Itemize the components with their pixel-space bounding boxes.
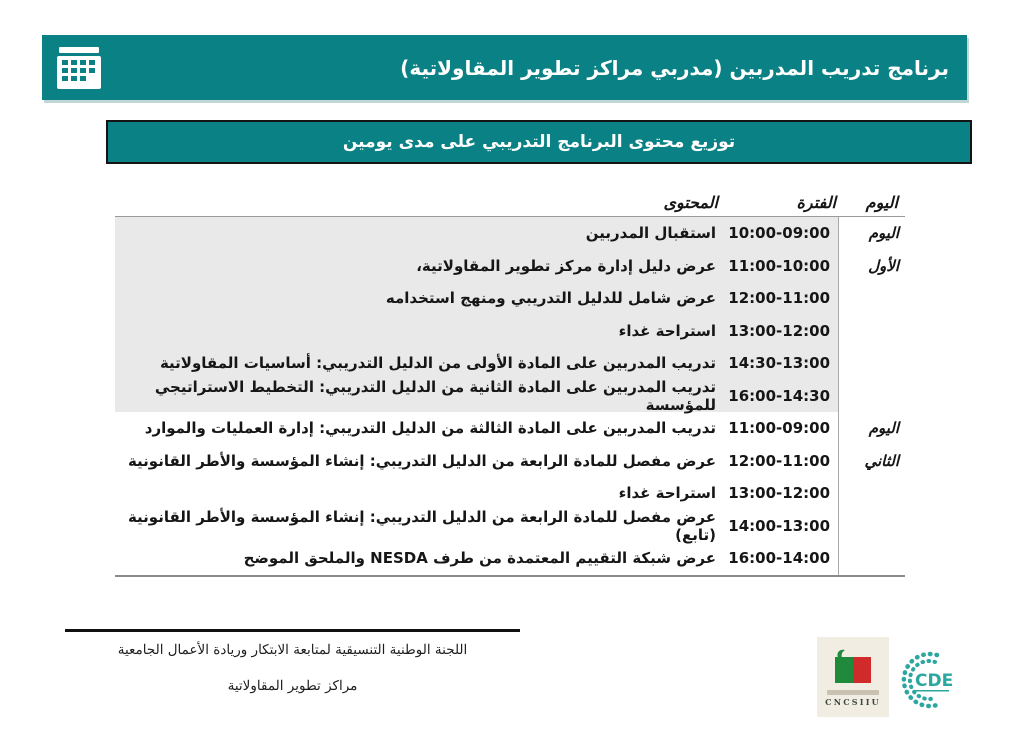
table-header-row: اليوم الفترة المحتوى [115, 188, 905, 217]
table-row: 14:30-13:00 تدريب المدربين على المادة ال… [115, 347, 905, 380]
footer-org-line1: اللجنة الوطنية التنسيقية لمتابعة الابتكا… [117, 642, 468, 658]
calendar-icon [55, 44, 105, 92]
period-cell: 13:00-12:00 [726, 314, 838, 347]
cde-label: CDE [915, 671, 953, 691]
content-cell: تدريب المدربين على المادة الثالثة من الد… [144, 419, 716, 438]
cncsiiu-logo: CNCSIIU [817, 637, 889, 717]
cncsiiu-flag-icon [835, 649, 871, 683]
period-cell: 16:00-14:30 [726, 379, 838, 412]
column-header-content: المحتوى [663, 192, 718, 212]
day-cell [838, 477, 905, 510]
table-row: الثاني 12:00-11:00 عرض مفصل للمادة الراب… [115, 444, 905, 477]
cncsiiu-label: CNCSIIU [825, 696, 881, 707]
day-cell [838, 282, 905, 315]
table-row: 14:00-13:00 عرض مفصل للمادة الرابعة من ا… [115, 507, 905, 544]
day-cell: الأول [838, 249, 905, 282]
day-cell: اليوم [838, 217, 905, 250]
table-row: 16:00-14:30 تدريب المدربين على المادة ال… [115, 378, 905, 414]
period-cell: 13:00-12:00 [728, 484, 830, 503]
day-cell [838, 347, 905, 380]
section-title: توزيع محتوى البرنامج التدريبي على مدى يو… [342, 132, 736, 152]
day-cell: اليوم [838, 412, 905, 445]
content-cell: عرض مفصل للمادة الرابعة من الدليل التدري… [127, 507, 716, 544]
cncsiiu-banner [827, 689, 879, 695]
content-cell: استراحة غداء [115, 314, 726, 347]
table-row: 16:00-14:00 عرض شبكة التقييم المعتمدة من… [115, 542, 905, 575]
day-cell [838, 542, 905, 575]
footer-divider [65, 629, 520, 632]
title-bar: برنامج تدريب المدربين (مدربي مراكز تطوير… [42, 35, 967, 100]
content-cell: عرض شبكة التقييم المعتمدة من طرف NESDA و… [243, 549, 716, 568]
footer-org-line2: مراكز تطوير المقاولاتية [227, 678, 358, 694]
content-cell: عرض دليل إدارة مركز تطوير المقاولاتية، [115, 249, 726, 282]
content-cell: عرض مفصل للمادة الرابعة من الدليل التدري… [127, 451, 716, 470]
day-cell: الثاني [838, 444, 905, 477]
schedule-table: اليوم الفترة المحتوى اليوم 10:00-09:00 ا… [115, 188, 905, 577]
period-cell: 12:00-11:00 [726, 282, 838, 315]
table-body: اليوم 10:00-09:00 استقبال المدربين الأول… [115, 217, 905, 577]
table-row: 13:00-12:00 استراحة غداء [115, 314, 905, 347]
table-row: اليوم 10:00-09:00 استقبال المدربين [115, 217, 905, 250]
column-header-day: اليوم [865, 192, 898, 212]
period-cell: 14:00-13:00 [728, 516, 830, 535]
column-header-period: الفترة [796, 192, 836, 212]
table-row: 12:00-11:00 عرض شامل للدليل التدريبي ومن… [115, 282, 905, 315]
table-row: 13:00-12:00 استراحة غداء [115, 477, 905, 510]
section-title-bar: توزيع محتوى البرنامج التدريبي على مدى يو… [106, 120, 972, 164]
period-cell: 14:30-13:00 [726, 347, 838, 380]
table-row: اليوم 11:00-09:00 تدريب المدربين على الم… [115, 412, 905, 445]
content-cell: تدريب المدربين على المادة الثانية من الد… [115, 378, 726, 414]
cde-logo: CDE [890, 645, 962, 715]
period-cell: 16:00-14:00 [728, 549, 830, 568]
content-cell: عرض شامل للدليل التدريبي ومنهج استخدامه [115, 282, 726, 315]
content-cell: استراحة غداء [618, 484, 716, 503]
content-cell: تدريب المدربين على المادة الأولى من الدل… [115, 347, 726, 380]
period-cell: 11:00-09:00 [728, 419, 830, 438]
period-cell: 12:00-11:00 [728, 451, 830, 470]
day-cell [838, 509, 905, 542]
period-cell: 10:00-09:00 [726, 217, 838, 250]
table-row: الأول 11:00-10:00 عرض دليل إدارة مركز تط… [115, 249, 905, 282]
document-title: برنامج تدريب المدربين (مدربي مراكز تطوير… [400, 55, 949, 80]
period-cell: 11:00-10:00 [726, 249, 838, 282]
day-cell [838, 314, 905, 347]
day-cell [838, 379, 905, 412]
content-cell: استقبال المدربين [115, 217, 726, 250]
